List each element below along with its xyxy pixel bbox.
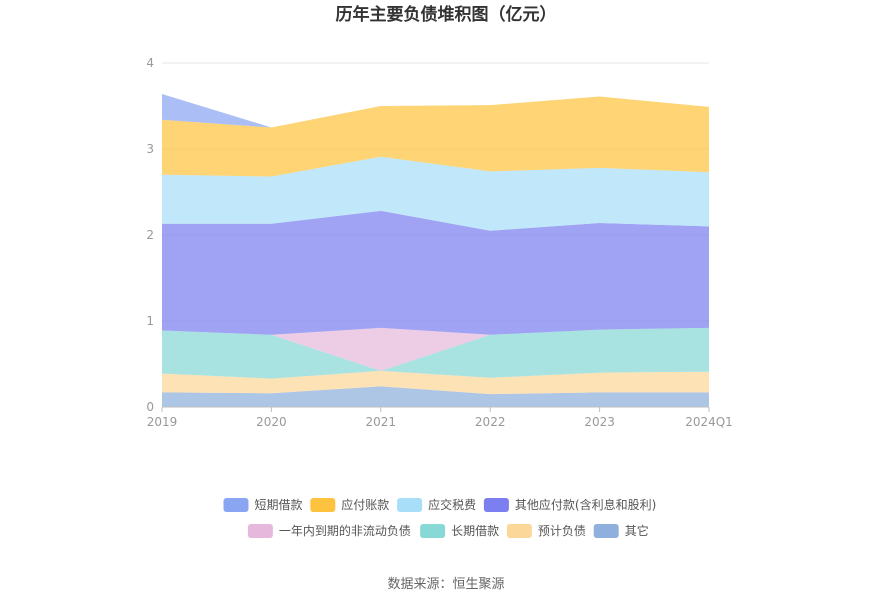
legend-swatch: [420, 524, 446, 538]
legend-item[interactable]: 其他应付款(含利息和股利): [483, 497, 656, 512]
x-tick-label: 2020: [256, 415, 287, 429]
area-series-应付账款[interactable]: [162, 96, 709, 177]
y-tick-label: 2: [146, 228, 154, 242]
y-tick-label: 4: [146, 56, 154, 70]
area-series-长期借款[interactable]: [162, 327, 709, 379]
legend-item[interactable]: 长期借款: [420, 524, 499, 538]
legend: 短期借款 应付账款 应交税费 其他应付款(含利息和股利) 一年内到期的非流动负债 长期借款…: [223, 497, 656, 538]
x-tick-label: 2021: [366, 415, 397, 429]
legend-swatch: [310, 498, 336, 512]
x-tick-label: 2019: [147, 415, 178, 429]
area-series-其它[interactable]: [162, 386, 709, 407]
area-series-其他应付款(含利息和股利)[interactable]: [162, 210, 709, 335]
legend-item[interactable]: 应付账款: [310, 497, 389, 512]
legend-item[interactable]: 应交税费: [397, 497, 476, 512]
legend-item[interactable]: 预计负债: [506, 524, 586, 538]
data-source-note: 数据来源：恒生聚源: [387, 577, 504, 592]
legend-swatch: [506, 524, 532, 538]
x-tick-label: 2022: [475, 415, 506, 429]
legend-swatch: [593, 524, 619, 538]
legend-item[interactable]: 短期借款: [223, 498, 303, 512]
y-tick-label: 1: [146, 314, 154, 328]
legend-label: 一年内到期的非流动负债: [279, 523, 411, 538]
x-tick-label: 2023: [584, 415, 615, 429]
legend-label: 长期借款: [451, 524, 499, 538]
legend-item[interactable]: 一年内到期的非流动负债: [247, 523, 411, 538]
legend-label: 其他应付款(含利息和股利): [515, 497, 656, 512]
legend-item[interactable]: 其它: [593, 523, 649, 538]
area-series-预计负债[interactable]: [162, 370, 709, 395]
legend-label: 应付账款: [341, 497, 389, 512]
area-series-一年内到期的非流动负债[interactable]: [162, 327, 709, 371]
legend-label: 应交税费: [428, 497, 476, 512]
chart-title: 历年主要负债堆积图（亿元）: [336, 4, 557, 25]
axes: 0 1 2 3 4 2019 2020 2021 2022 2023 2024Q1: [146, 56, 732, 429]
y-tick-label: 0: [146, 400, 154, 414]
x-tick-label: 2024Q1: [685, 415, 733, 429]
legend-swatch: [397, 498, 423, 512]
y-tick-label: 3: [146, 142, 154, 156]
legend-label: 预计负债: [538, 524, 586, 538]
area-series-group: [162, 94, 709, 407]
legend-swatch: [483, 498, 509, 512]
legend-label: 其它: [625, 523, 649, 538]
area-series-应交税费[interactable]: [162, 156, 709, 231]
legend-swatch: [223, 498, 249, 512]
legend-swatch: [247, 524, 273, 538]
legend-label: 短期借款: [255, 498, 303, 512]
